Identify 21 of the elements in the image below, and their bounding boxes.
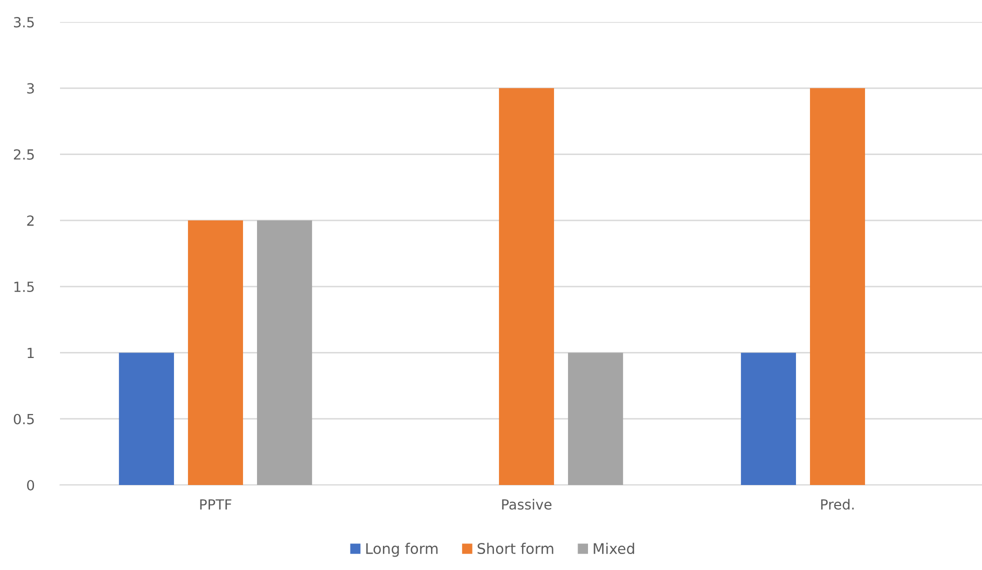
bar bbox=[740, 352, 796, 485]
y-tick-label: 0 bbox=[27, 480, 34, 490]
x-tick-label: Passive bbox=[502, 498, 552, 510]
bar bbox=[188, 220, 244, 485]
legend-label: Short form bbox=[478, 542, 554, 554]
y-tick-label: 3 bbox=[27, 83, 34, 94]
y-tick-label: 2.5 bbox=[14, 149, 34, 160]
y-tick-label: 1.5 bbox=[14, 282, 34, 292]
y-tick-label: 1 bbox=[28, 348, 34, 358]
x-tick-label: Pred. bbox=[821, 498, 854, 510]
bar bbox=[810, 88, 866, 485]
legend-label: Long form bbox=[366, 542, 438, 557]
legend-label: Mixed bbox=[594, 542, 634, 554]
x-tick-label: PPTF bbox=[200, 499, 232, 510]
bar bbox=[568, 352, 624, 485]
bar bbox=[257, 220, 312, 485]
y-tick-label: 0.5 bbox=[14, 414, 34, 424]
bar bbox=[118, 352, 174, 485]
bar bbox=[498, 88, 554, 485]
y-tick-label: 2 bbox=[27, 215, 34, 226]
y-tick-label: 3.5 bbox=[14, 16, 34, 28]
